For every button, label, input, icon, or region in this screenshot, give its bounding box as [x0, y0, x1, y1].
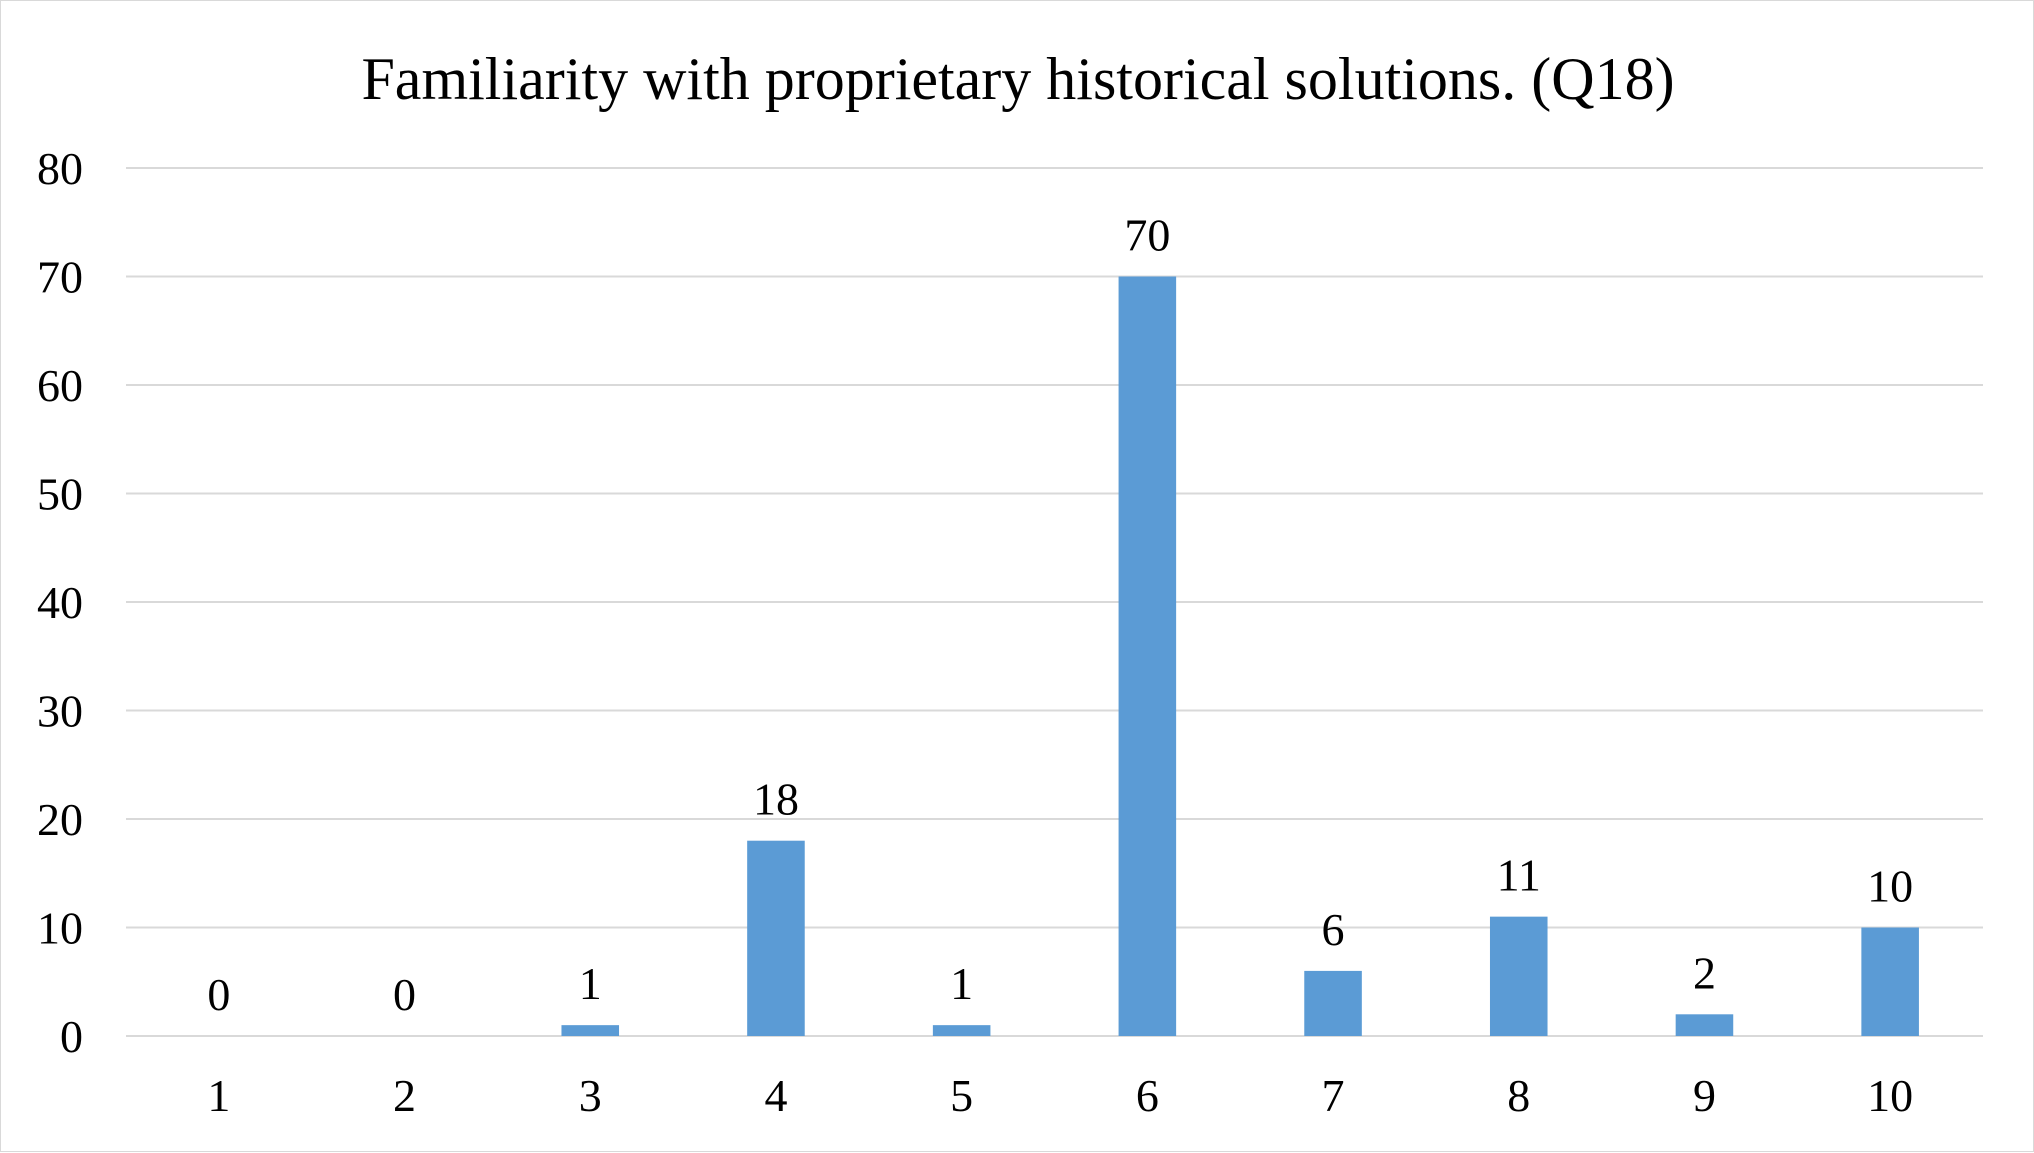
data-label-6: 70: [1124, 210, 1170, 261]
y-tick-label: 60: [37, 360, 83, 411]
bar-5: [932, 1025, 991, 1036]
chart-title: Familiarity with proprietary historical …: [361, 46, 1675, 112]
data-label-7: 6: [1322, 904, 1345, 955]
x-tick-label-2: 2: [393, 1070, 416, 1121]
x-axis-tick-labels: 1 2 3 4 5 6 7 8 9 10: [207, 1070, 1913, 1121]
data-label-1: 0: [207, 969, 230, 1020]
data-label-5: 1: [950, 958, 973, 1009]
bar-4: [747, 840, 805, 1036]
bar-9: [1675, 1014, 1734, 1036]
bar-7: [1304, 970, 1362, 1036]
y-tick-label: 30: [37, 686, 83, 737]
y-tick-label: 80: [37, 143, 83, 194]
data-labels: 0 0 1 18 1 70 6 11 2 10: [207, 210, 1913, 1021]
x-tick-label-10: 10: [1867, 1070, 1913, 1121]
x-tick-label-4: 4: [764, 1070, 787, 1121]
y-tick-label: 0: [60, 1011, 83, 1062]
data-label-2: 0: [393, 969, 416, 1020]
x-tick-label-1: 1: [207, 1070, 230, 1121]
bar-8: [1489, 916, 1548, 1036]
x-tick-label-8: 8: [1507, 1070, 1530, 1121]
bar-6: [1118, 276, 1177, 1036]
y-tick-label: 40: [37, 577, 83, 628]
bar-3: [561, 1025, 620, 1036]
bars: [561, 276, 1919, 1036]
y-tick-label: 10: [37, 903, 83, 954]
bar-10: [1861, 927, 1919, 1036]
x-tick-label-9: 9: [1693, 1070, 1716, 1121]
y-tick-label: 50: [37, 469, 83, 520]
data-label-3: 1: [579, 958, 602, 1009]
x-tick-label-6: 6: [1136, 1070, 1159, 1121]
x-tick-label-3: 3: [579, 1070, 602, 1121]
x-tick-label-5: 5: [950, 1070, 973, 1121]
data-label-4: 18: [753, 774, 799, 825]
gridlines: [126, 167, 1983, 1037]
x-tick-label-7: 7: [1322, 1070, 1345, 1121]
data-label-8: 11: [1497, 850, 1541, 901]
y-tick-label: 70: [37, 252, 83, 303]
y-axis-tick-labels: 0 10 20 30 40 50 60 70 80: [37, 143, 83, 1062]
y-tick-label: 20: [37, 794, 83, 845]
data-label-9: 2: [1693, 947, 1716, 998]
data-label-10: 10: [1867, 861, 1913, 912]
